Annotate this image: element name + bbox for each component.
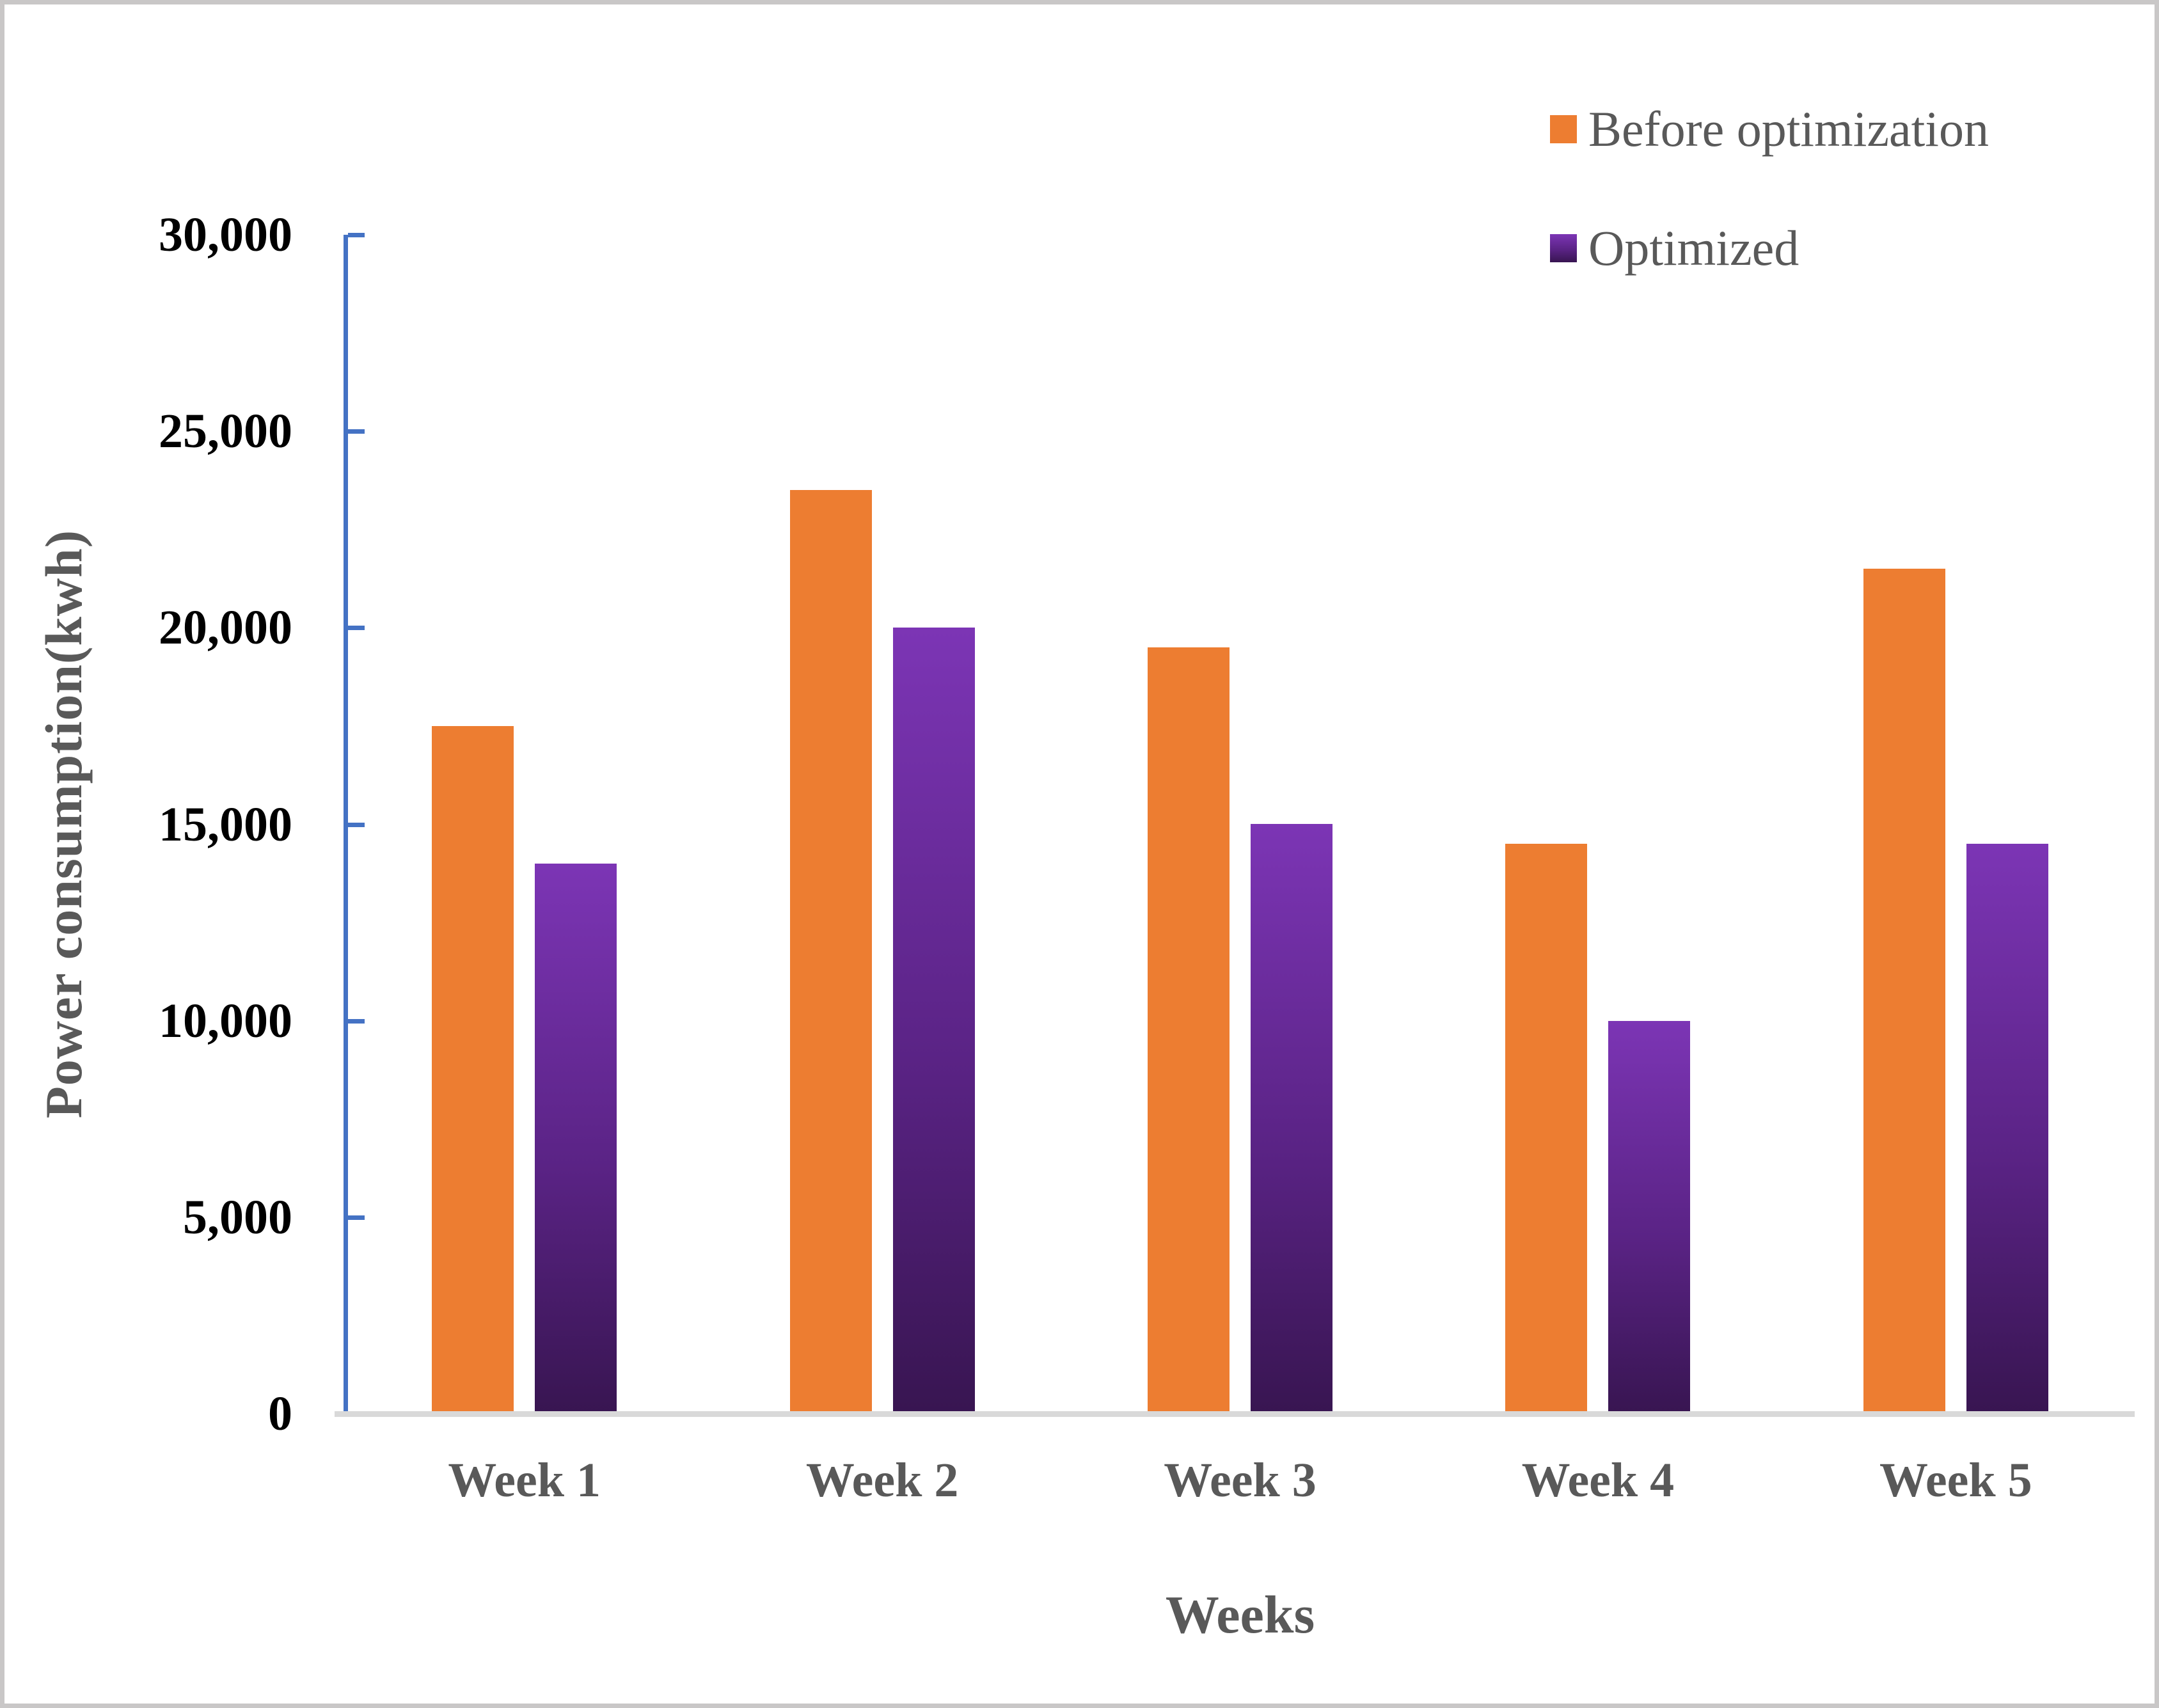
bar-optimized-week-2: [892, 628, 975, 1414]
x-category-label-week-3: Week 3: [1164, 1453, 1317, 1507]
y-tick-label-25000: 25,000: [159, 404, 292, 459]
bar-group-week-5: [1777, 235, 2135, 1414]
y-tick-mark-25000: [348, 429, 365, 434]
bars-container: [345, 235, 2135, 1414]
x-axis-category-labels: Week 1 Week 2 Week 3 Week 4 Week 5: [345, 1451, 2135, 1509]
bar-group-week-1: [345, 235, 703, 1414]
bar-optimized-week-1: [535, 864, 617, 1414]
x-category-label-week-2: Week 2: [805, 1453, 959, 1507]
legend-label-optimized: Optimized: [1588, 220, 1799, 276]
bar-optimized-week-4: [1608, 1021, 1691, 1414]
y-tick-mark-5000: [348, 1215, 365, 1220]
y-axis-line: [344, 235, 348, 1416]
y-tick-label-30000: 30,000: [159, 208, 292, 262]
bar-optimized-week-3: [1251, 824, 1333, 1414]
bar-before-week-1: [432, 726, 514, 1414]
legend-swatch-before-optimization: [1550, 115, 1577, 143]
y-tick-mark-15000: [348, 822, 365, 827]
x-axis-baseline: [335, 1411, 2135, 1417]
y-axis-tick-labels: 0 5,000 10,000 15,000 20,000 25,000 30,000: [4, 208, 292, 1441]
bar-group-week-3: [1061, 235, 1419, 1414]
bar-group-week-2: [703, 235, 1061, 1414]
plot-area: [335, 233, 2135, 1417]
x-category-label-week-1: Week 1: [448, 1453, 601, 1507]
x-category-label-week-4: Week 4: [1521, 1453, 1675, 1507]
bar-before-week-4: [1505, 844, 1588, 1414]
x-axis-title: Weeks: [1165, 1585, 1315, 1645]
y-tick-label-5000: 5,000: [183, 1190, 292, 1244]
legend-entry-before-optimization: Before optimization: [1550, 102, 1989, 157]
y-tick-mark-20000: [348, 626, 365, 631]
x-category-label-week-5: Week 5: [1879, 1453, 2032, 1507]
legend-swatch-optimized: [1550, 234, 1577, 262]
bar-group-week-4: [1419, 235, 1776, 1414]
y-tick-mark-30000: [348, 233, 365, 237]
legend-label-before-optimization: Before optimization: [1588, 101, 1989, 157]
y-tick-label-0: 0: [268, 1387, 292, 1441]
bar-before-week-3: [1148, 647, 1230, 1414]
y-tick-label-15000: 15,000: [159, 797, 292, 851]
bar-before-week-5: [1863, 569, 1945, 1414]
bar-before-week-2: [789, 490, 872, 1414]
y-tick-label-20000: 20,000: [159, 601, 292, 655]
legend-entry-optimized: Optimized: [1550, 221, 1799, 276]
y-tick-mark-10000: [348, 1018, 365, 1024]
bar-optimized-week-5: [1966, 844, 2048, 1414]
y-tick-label-10000: 10,000: [159, 993, 292, 1048]
